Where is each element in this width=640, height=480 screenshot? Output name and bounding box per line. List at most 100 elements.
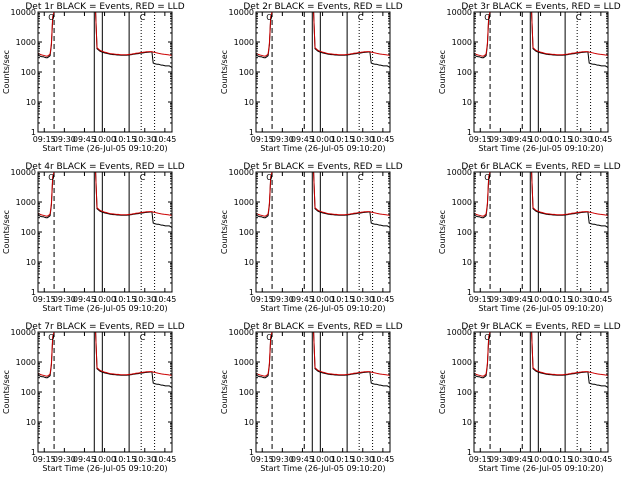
marker-o-label: O: [484, 333, 490, 342]
y-tick-label: 10: [462, 418, 472, 427]
y-tick-label: 10000: [11, 8, 36, 17]
events-series-line: [473, 331, 609, 389]
x-tick-label: 09:30: [53, 455, 76, 464]
x-tick-label: 10:45: [153, 295, 176, 304]
y-tick-label: 1000: [16, 198, 36, 207]
y-tick-label: 100: [239, 68, 254, 77]
y-tick-label: 10000: [229, 168, 254, 177]
plot-title: Det 3r BLACK = Events, RED = LLD: [461, 2, 620, 12]
lld-series-line: [37, 171, 173, 217]
y-tick-label: 1: [467, 448, 472, 457]
x-tick-label: 10:15: [549, 295, 572, 304]
y-tick-label: 10: [244, 98, 254, 107]
x-tick-label: 10:15: [113, 295, 136, 304]
plot-frame: [473, 11, 609, 133]
x-tick-label: 09:30: [489, 295, 512, 304]
x-tick-label: 10:45: [371, 455, 394, 464]
y-tick-label: 10: [462, 258, 472, 267]
x-tick-label: 09:30: [271, 455, 294, 464]
x-tick-label: 10:30: [133, 455, 156, 464]
plot-frame: [255, 331, 391, 453]
y-tick-label: 1: [31, 288, 36, 297]
marker-c-label: C: [358, 13, 364, 22]
events-series-line: [37, 331, 173, 389]
x-axis-label: Start Time (26-Jul-05 09:10:20): [478, 464, 603, 473]
y-tick-label: 1000: [452, 38, 472, 47]
marker-c-label: C: [576, 13, 582, 22]
marker-c-label: C: [140, 333, 146, 342]
marker-c-label: C: [140, 13, 146, 22]
y-tick-label: 10000: [229, 328, 254, 337]
plot-frame: [255, 11, 391, 133]
x-tick-label: 10:30: [133, 135, 156, 144]
x-tick-label: 10:15: [113, 135, 136, 144]
x-tick-label: 09:45: [291, 295, 314, 304]
x-tick-label: 09:45: [509, 135, 532, 144]
x-axis-label: Start Time (26-Jul-05 09:10:20): [478, 144, 603, 153]
x-axis-label: Start Time (26-Jul-05 09:10:20): [42, 464, 167, 473]
x-tick-label: 10:15: [331, 455, 354, 464]
marker-c-label: C: [358, 173, 364, 182]
x-tick-label: 09:30: [271, 135, 294, 144]
y-tick-label: 100: [239, 388, 254, 397]
y-tick-label: 1000: [234, 38, 254, 47]
x-tick-label: 10:30: [351, 295, 374, 304]
marker-c-label: C: [576, 173, 582, 182]
events-series-line: [473, 171, 609, 229]
x-tick-label: 10:15: [549, 455, 572, 464]
plot-title: Det 7r BLACK = Events, RED = LLD: [25, 322, 184, 332]
detector-plot: Det 8r BLACK = Events, RED = LLD 1 10 100 10…: [220, 322, 403, 473]
y-tick-label: 100: [239, 228, 254, 237]
y-axis-label: Counts/sec: [220, 370, 229, 414]
plot-title: Det 2r BLACK = Events, RED = LLD: [243, 2, 402, 12]
x-tick-label: 10:30: [569, 295, 592, 304]
y-tick-label: 100: [21, 228, 36, 237]
y-tick-label: 1000: [234, 358, 254, 367]
x-tick-label: 09:15: [251, 295, 274, 304]
plot-frame: [473, 331, 609, 453]
lld-series-line: [37, 11, 173, 57]
x-tick-label: 09:15: [251, 135, 274, 144]
x-tick-label: 09:45: [509, 295, 532, 304]
x-tick-label: 10:00: [93, 295, 116, 304]
x-tick-label: 09:45: [73, 135, 96, 144]
plot-title: Det 5r BLACK = Events, RED = LLD: [243, 162, 402, 172]
x-tick-label: 09:30: [489, 455, 512, 464]
y-tick-label: 10000: [447, 168, 472, 177]
marker-c-label: C: [140, 173, 146, 182]
x-tick-label: 09:45: [509, 455, 532, 464]
lld-series-line: [255, 331, 391, 377]
events-series-line: [37, 11, 173, 69]
marker-o-label: O: [48, 173, 54, 182]
y-tick-label: 10: [462, 98, 472, 107]
marker-o-label: O: [48, 333, 54, 342]
y-axis-label: Counts/sec: [438, 370, 447, 414]
plot-title: Det 9r BLACK = Events, RED = LLD: [461, 322, 620, 332]
detector-plot: Det 7r BLACK = Events, RED = LLD 1 10 100 10…: [2, 322, 185, 473]
events-series-line: [255, 171, 391, 229]
x-tick-label: 10:00: [93, 455, 116, 464]
detector-plot: Det 2r BLACK = Events, RED = LLD 1 10 100 10…: [220, 2, 403, 153]
x-tick-label: 10:30: [351, 135, 374, 144]
x-tick-label: 09:15: [33, 295, 56, 304]
x-axis-label: Start Time (26-Jul-05 09:10:20): [260, 144, 385, 153]
plot-title: Det 6r BLACK = Events, RED = LLD: [461, 162, 620, 172]
x-tick-label: 09:30: [271, 295, 294, 304]
events-series-line: [473, 11, 609, 69]
y-tick-label: 10000: [229, 8, 254, 17]
x-tick-label: 09:30: [53, 295, 76, 304]
x-tick-label: 10:30: [351, 455, 374, 464]
y-axis-label: Counts/sec: [438, 210, 447, 254]
y-tick-label: 100: [457, 388, 472, 397]
x-tick-label: 09:15: [251, 455, 274, 464]
y-axis-label: Counts/sec: [2, 50, 11, 94]
marker-c-label: C: [576, 333, 582, 342]
plot-frame: [255, 171, 391, 293]
y-tick-label: 1000: [234, 198, 254, 207]
y-tick-label: 1: [31, 128, 36, 137]
events-series-line: [37, 171, 173, 229]
y-axis-label: Counts/sec: [220, 50, 229, 94]
marker-o-label: O: [484, 173, 490, 182]
x-tick-label: 09:30: [489, 135, 512, 144]
y-tick-label: 100: [21, 68, 36, 77]
